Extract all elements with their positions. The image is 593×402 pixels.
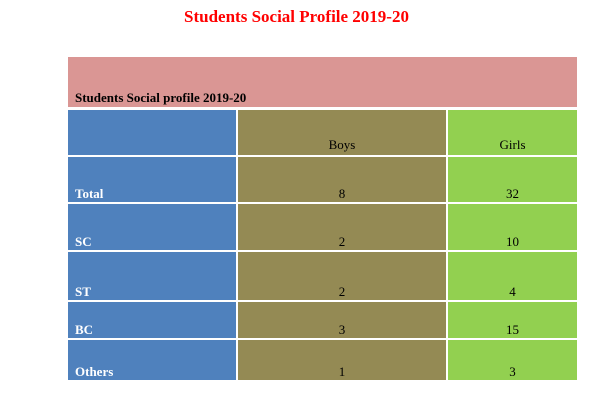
header-cell-girls: Girls	[448, 110, 577, 155]
girls-value-total: 32	[506, 186, 519, 201]
table-row-sc-label: SC	[68, 204, 236, 250]
header-girls-text: Girls	[499, 137, 526, 152]
girls-value-bc: 15	[506, 322, 519, 337]
table-row-total-label: Total	[68, 157, 236, 202]
table-row-others-boys: 1	[238, 340, 446, 380]
table-row-total-boys: 8	[238, 157, 446, 202]
table-row-st-girls: 4	[448, 252, 577, 300]
social-profile-table: Boys Girls Total 8 32 SC 2 10 ST 2 4 BC …	[68, 110, 577, 380]
table-row-bc-girls: 15	[448, 302, 577, 338]
table-row-sc-girls: 10	[448, 204, 577, 250]
boys-value-total: 8	[338, 186, 346, 201]
row-label-total: Total	[75, 186, 104, 201]
row-label-others: Others	[75, 364, 114, 379]
header-boys-text: Boys	[328, 137, 356, 152]
table-row-others-girls: 3	[448, 340, 577, 380]
girls-value-st: 4	[509, 284, 516, 299]
header-cell-boys: Boys	[238, 110, 446, 155]
table-caption-banner: Students Social profile 2019-20	[68, 57, 577, 107]
boys-value-others: 1	[338, 364, 346, 379]
boys-value-st: 2	[338, 284, 346, 299]
row-label-bc: BC	[75, 322, 94, 337]
boys-value-sc: 2	[338, 234, 346, 249]
boys-value-bc: 3	[338, 322, 346, 337]
table-row-others-label: Others	[68, 340, 236, 380]
table-row-bc-boys: 3	[238, 302, 446, 338]
girls-value-others: 3	[509, 364, 516, 379]
table-caption: Students Social profile 2019-20	[75, 90, 247, 105]
header-cell-label	[68, 110, 236, 155]
row-label-sc: SC	[75, 234, 92, 249]
page-title: Students Social Profile 2019-20	[184, 7, 409, 26]
girls-value-sc: 10	[506, 234, 519, 249]
table-row-sc-boys: 2	[238, 204, 446, 250]
table-row-total-girls: 32	[448, 157, 577, 202]
table-row-st-boys: 2	[238, 252, 446, 300]
table-row-bc-label: BC	[68, 302, 236, 338]
table-row-st-label: ST	[68, 252, 236, 300]
row-label-st: ST	[75, 284, 91, 299]
